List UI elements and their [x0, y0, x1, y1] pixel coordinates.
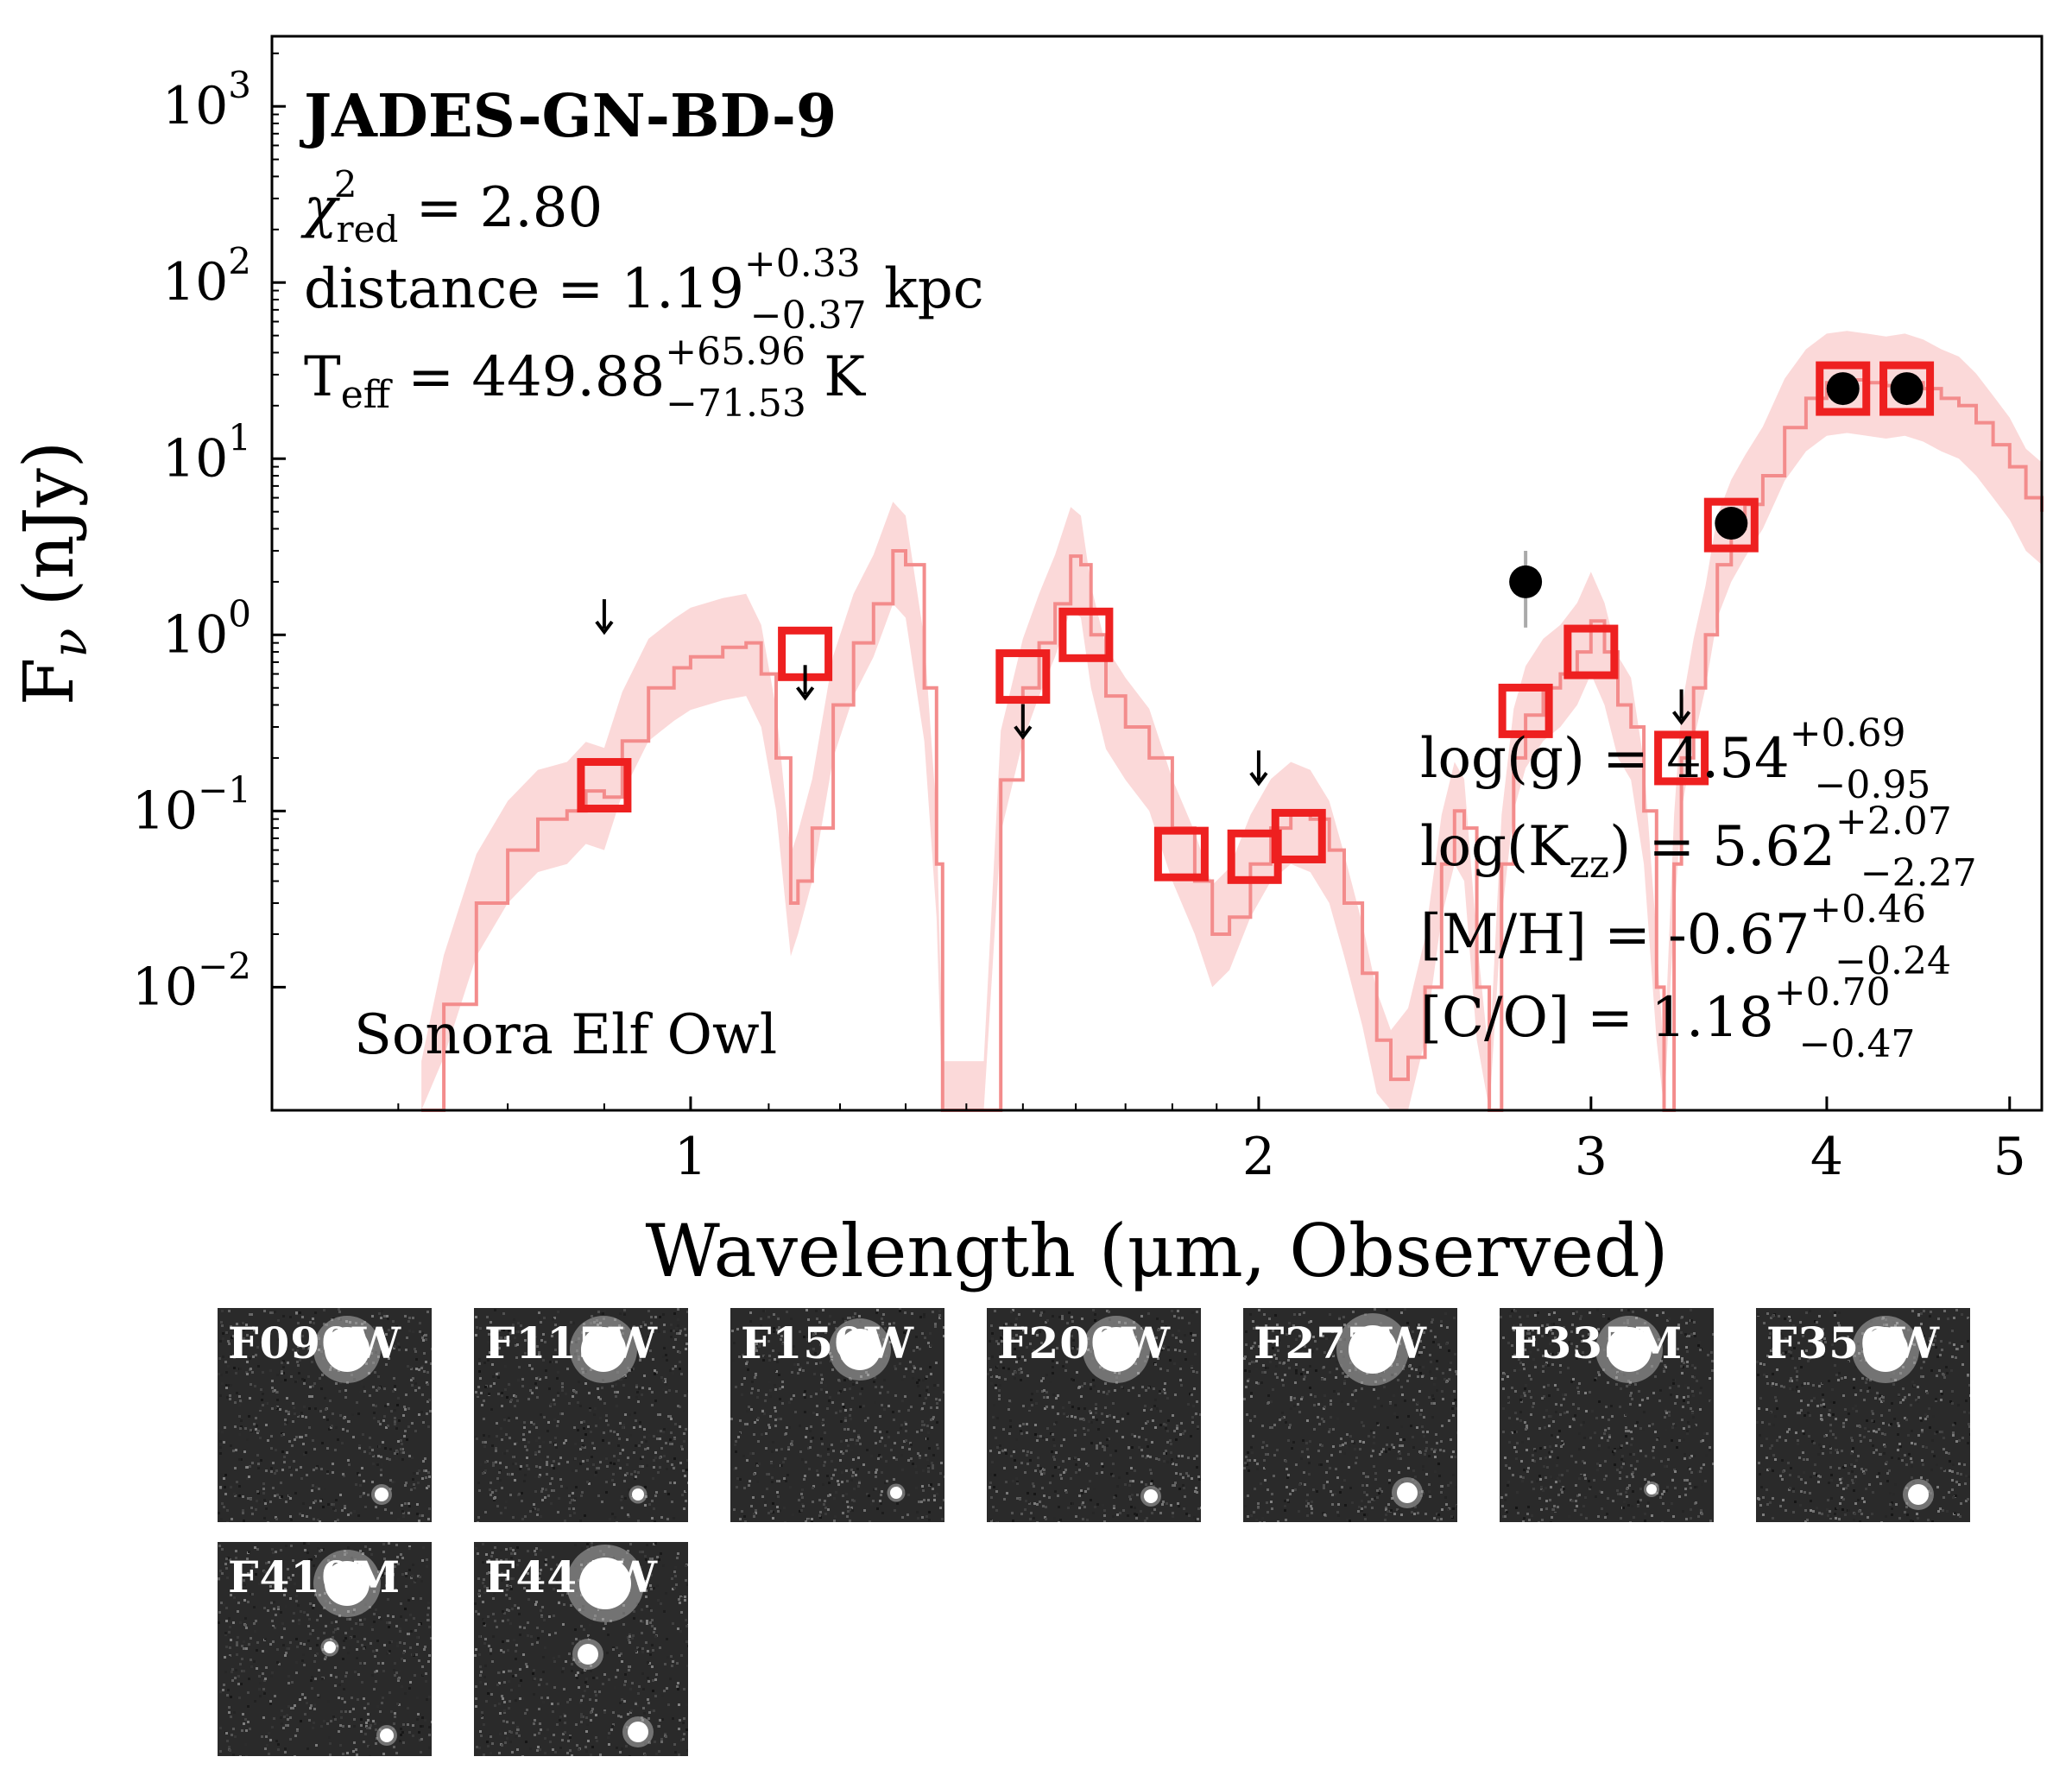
upper-limit-arrow-head — [1014, 725, 1033, 740]
y-tick-label: 100 — [162, 592, 251, 665]
cutout-image — [218, 1308, 432, 1522]
source-core — [628, 1722, 648, 1742]
cutout-filter-label: F150W — [741, 1318, 915, 1368]
cutout-image — [218, 1542, 432, 1756]
cutout-f150w: F150W — [730, 1308, 944, 1522]
source-core — [325, 1561, 370, 1606]
cutout-image — [1756, 1309, 1970, 1522]
logg-annotation: log(g) = 4.54+0.69 −0.95 — [1420, 711, 1930, 807]
co-ratio-annotation: [C/O] = 1.18+0.70 −0.47 — [1420, 970, 1915, 1066]
source-core — [1144, 1489, 1158, 1503]
upper-limit-arrow-head — [1671, 711, 1691, 725]
observed-flux-point — [1890, 372, 1924, 406]
distance-annotation: distance = 1.19+0.33 −0.37 kpc — [304, 242, 984, 338]
model-name-label: Sonora Elf Owl — [354, 1003, 777, 1067]
cutout-f335m: F335M — [1500, 1308, 1714, 1522]
model-photometry-square — [1563, 624, 1619, 679]
logkzz-annotation: log(Kzz) = 5.62+2.07 −2.27 — [1420, 799, 1977, 895]
cutout-image — [730, 1308, 944, 1522]
photometry-marks — [577, 361, 1935, 884]
model-photometry-square — [1153, 826, 1209, 882]
x-tick-label: 1 — [674, 1127, 707, 1187]
source-core — [579, 1558, 631, 1609]
upper-limit-arrow-head — [595, 620, 614, 635]
cutout-f200w: F200W — [987, 1308, 1201, 1522]
chi2-annotation: χ2 red = 2.80 — [300, 163, 603, 250]
teff-annotation: Teff = 449.88+65.96 −71.53 K — [304, 330, 866, 426]
plot-frame — [270, 35, 2044, 1112]
source-core — [578, 1644, 598, 1665]
upper-limit-arrow-head — [1249, 772, 1268, 787]
upper-limit-arrow-head — [796, 686, 815, 701]
source-core — [380, 1728, 394, 1742]
source-core — [1863, 1327, 1908, 1372]
cutout-filter-label: F090W — [228, 1318, 402, 1368]
observed-flux-point — [1826, 372, 1860, 406]
cutout-image — [987, 1309, 1201, 1522]
cutout-image — [1500, 1309, 1714, 1522]
observed-flux-point — [1715, 507, 1748, 540]
cutout-filter-label: F200W — [997, 1318, 1172, 1368]
cutout-f115w: F115W — [474, 1308, 688, 1522]
model-spectrum-line — [421, 378, 2044, 1112]
source-core — [581, 1327, 626, 1372]
x-tick-label: 5 — [1993, 1127, 2026, 1187]
cutout-f277w: F277W — [1243, 1308, 1457, 1522]
source-core — [890, 1487, 902, 1499]
metallicity-annotation: [M/H] = -0.67+0.46 −0.24 — [1420, 888, 1951, 983]
model-photometry-square — [1816, 361, 1871, 416]
source-core — [1607, 1327, 1652, 1372]
cutout-f410m: F410M — [218, 1542, 432, 1756]
y-tick-label: 10−2 — [132, 945, 251, 1017]
model-spectrum-path — [421, 378, 2044, 1112]
y-tick-label: 103 — [162, 64, 251, 136]
source-core — [325, 1327, 370, 1372]
cutout-filter-label: F115W — [484, 1318, 659, 1368]
source-core — [375, 1488, 388, 1501]
cutout-filter-label: F277W — [1254, 1318, 1428, 1368]
chart-title: JADES-GN-BD-9 — [300, 82, 837, 151]
axis-ticks: 1 2 3 4 5 10−2 10−1 100 101 102 103 — [132, 52, 2026, 1187]
source-core — [1094, 1327, 1139, 1372]
x-axis-label: Wavelength (μm, Observed) — [645, 1209, 1668, 1293]
observed-flux-point — [1509, 565, 1543, 598]
source-core — [1908, 1484, 1929, 1505]
source-core — [1349, 1325, 1397, 1374]
cutout-filter-label: F410M — [228, 1551, 401, 1602]
cutout-f090w: F090W — [218, 1308, 432, 1522]
model-photometry-square — [1654, 730, 1709, 786]
source-core — [1646, 1484, 1657, 1494]
y-tick-label: 102 — [162, 240, 251, 313]
model-photometry-square — [1879, 361, 1935, 416]
model-photometry-square — [577, 758, 632, 813]
x-tick-label: 4 — [1810, 1127, 1843, 1187]
cutout-f356w: F356W — [1756, 1308, 1970, 1522]
cutout-image — [474, 1308, 688, 1522]
cutout-filter-label: F444W — [484, 1551, 659, 1602]
source-core — [324, 1641, 336, 1653]
source-core — [632, 1488, 644, 1501]
model-photometry-square — [1703, 497, 1759, 553]
y-tick-label: 10−1 — [132, 768, 251, 841]
y-axis-label: Fν (nJy) — [9, 441, 98, 705]
cutout-filter-label: F335M — [1510, 1318, 1684, 1368]
model-photometry-square — [1498, 683, 1553, 738]
source-core — [839, 1329, 881, 1370]
model-photometry-square — [1058, 607, 1114, 662]
source-core — [1397, 1482, 1418, 1503]
model-photometry-square — [995, 649, 1051, 705]
x-tick-label: 3 — [1575, 1127, 1608, 1187]
model-photometry-square — [1271, 808, 1326, 863]
x-tick-label: 2 — [1242, 1127, 1275, 1187]
cutout-filter-label: F356W — [1766, 1318, 1941, 1368]
y-tick-label: 101 — [162, 416, 251, 489]
cutout-image — [1243, 1308, 1457, 1522]
cutout-image — [474, 1542, 688, 1756]
cutout-f444w: F444W — [474, 1542, 688, 1756]
